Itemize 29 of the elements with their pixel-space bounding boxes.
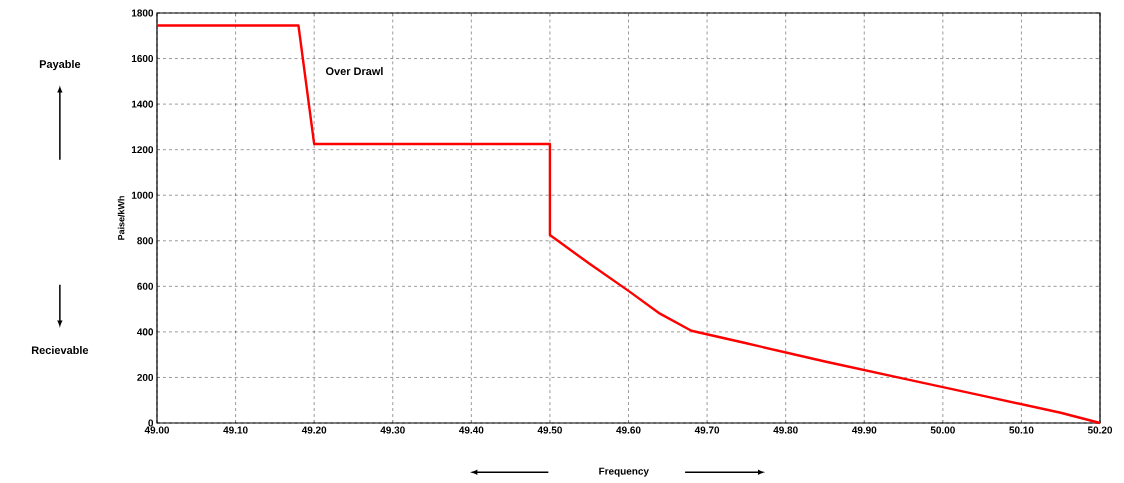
x-tick-label: 49.20 [301,426,327,434]
y-tick-label: 1400 [131,100,154,108]
y-tick-label: 200 [137,373,154,381]
x-tick-label: 49.40 [459,426,484,434]
line-series [155,24,1102,425]
y-tick-label: 1600 [131,55,154,63]
y-axis-title: Paise/kWh [117,196,125,240]
x-tick-label: 50.10 [1009,426,1034,434]
annotation: Over Drawl [326,67,383,76]
text: Recievable [31,346,89,355]
y-tick-label: 800 [137,237,154,245]
x-tick-label: 49.00 [144,426,170,434]
y-tick-label: 0 [148,419,154,427]
x-tick-label: 49.90 [851,426,877,434]
x-tick-label: 50.00 [930,426,955,434]
y-tick-label: 400 [137,328,154,336]
x-tick-label: 50.20 [1087,426,1113,434]
x-tick-label: 49.80 [773,426,798,434]
text: Payable [39,59,81,71]
x-axis-title: Frequency [599,467,649,477]
y-tick-label: 1200 [131,146,154,154]
y-tick-label: 1000 [131,191,154,199]
x-tick-label: 49.50 [537,426,562,434]
x-tick-label: 49.10 [223,426,248,434]
x-tick-label: 49.30 [380,426,405,434]
y-tick-label: 600 [137,282,154,290]
y-tick-label: 1800 [131,9,154,17]
x-tick-label: 49.60 [616,426,641,434]
x-tick-label: 49.70 [694,426,720,434]
